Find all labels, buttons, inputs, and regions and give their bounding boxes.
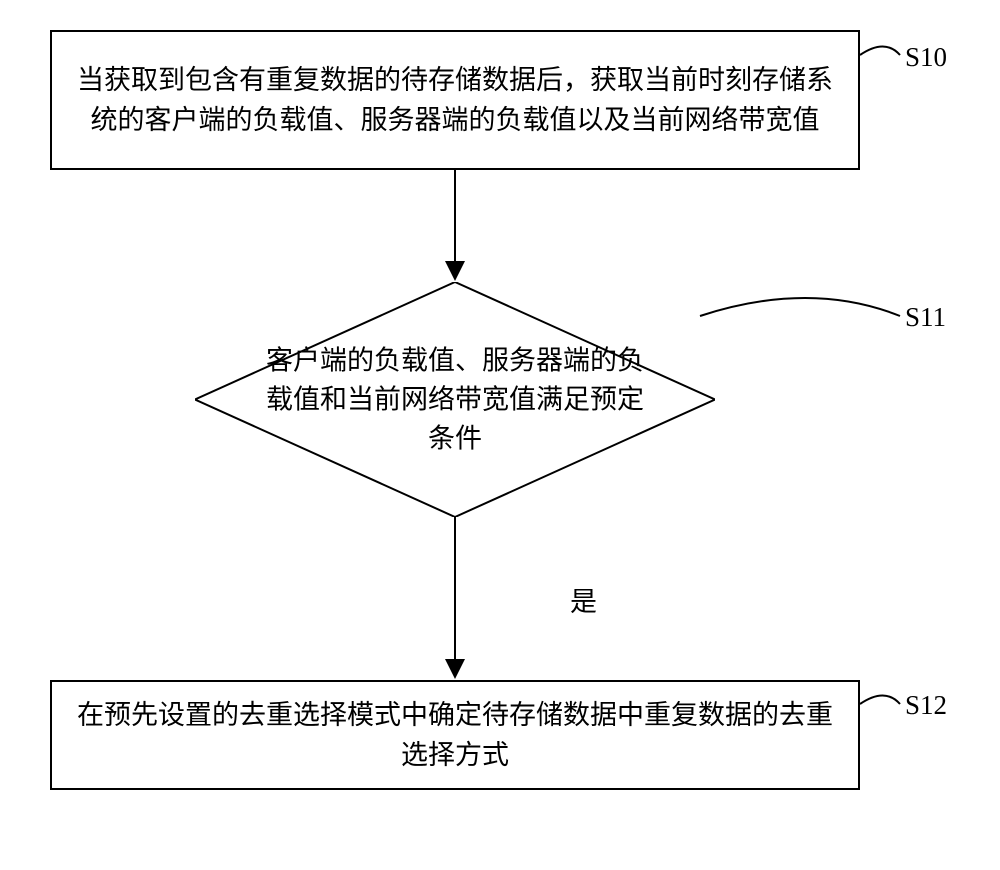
node-s11-text: 客户端的负载值、服务器端的负载值和当前网络带宽值满足预定条件 <box>260 341 650 458</box>
node-s10: 当获取到包含有重复数据的待存储数据后，获取当前时刻存储系统的客户端的负载值、服务… <box>50 30 860 170</box>
label-s10: S10 <box>905 42 947 73</box>
connector-s11 <box>700 298 900 316</box>
label-s12: S12 <box>905 690 947 721</box>
label-s10-text: S10 <box>905 42 947 72</box>
label-s12-text: S12 <box>905 690 947 720</box>
edge-label-yes: 是 <box>570 580 597 619</box>
node-s10-text: 当获取到包含有重复数据的待存储数据后，获取当前时刻存储系统的客户端的负载值、服务… <box>72 60 838 141</box>
label-s11-text: S11 <box>905 302 946 332</box>
edge-label-yes-text: 是 <box>570 587 597 617</box>
connector-s12 <box>860 696 900 705</box>
connector-s10 <box>860 47 900 56</box>
node-s12-text: 在预先设置的去重选择模式中确定待存储数据中重复数据的去重选择方式 <box>72 695 838 776</box>
node-s12: 在预先设置的去重选择模式中确定待存储数据中重复数据的去重选择方式 <box>50 680 860 790</box>
node-s11: 客户端的负载值、服务器端的负载值和当前网络带宽值满足预定条件 <box>195 282 715 517</box>
label-s11: S11 <box>905 302 946 333</box>
flowchart-canvas: 当获取到包含有重复数据的待存储数据后，获取当前时刻存储系统的客户端的负载值、服务… <box>0 0 1000 870</box>
